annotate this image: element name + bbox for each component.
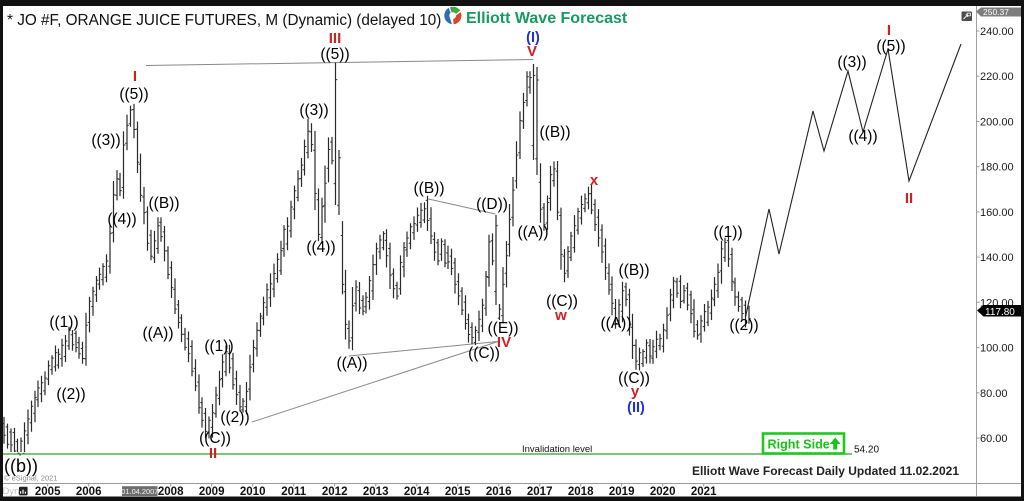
svg-text:2016: 2016 (486, 486, 512, 498)
svg-text:2013: 2013 (363, 486, 389, 498)
svg-text:((4)): ((4)) (306, 239, 335, 256)
svg-text:54.20: 54.20 (854, 445, 879, 456)
svg-text:((A)): ((A)) (601, 315, 632, 332)
svg-text:2015: 2015 (445, 486, 471, 498)
svg-text:III: III (329, 30, 342, 47)
svg-text:240.00: 240.00 (980, 26, 1014, 38)
svg-text:((5)): ((5)) (320, 46, 349, 63)
svg-text:V: V (527, 43, 537, 60)
svg-text:2018: 2018 (568, 486, 594, 498)
svg-text:((b)): ((b)) (4, 456, 38, 476)
svg-text:((3)): ((3)) (837, 54, 866, 71)
svg-text:180.00: 180.00 (980, 162, 1014, 174)
svg-text:((B)): ((B)) (540, 124, 571, 141)
svg-text:I: I (887, 22, 891, 39)
svg-text:((2)): ((2)) (729, 317, 758, 334)
svg-text:((5)): ((5)) (119, 86, 148, 103)
svg-text:01.04.2007: 01.04.2007 (121, 487, 158, 496)
svg-text:2012: 2012 (322, 486, 348, 498)
svg-text:140.00: 140.00 (980, 252, 1014, 264)
svg-text:2011: 2011 (281, 486, 307, 498)
svg-text:((4)): ((4)) (848, 128, 877, 145)
svg-text:((B)): ((B)) (149, 195, 180, 212)
svg-text:2019: 2019 (609, 486, 635, 498)
svg-text:(II): (II) (627, 400, 645, 416)
svg-text:2020: 2020 (650, 486, 676, 498)
svg-text:II: II (905, 190, 913, 207)
svg-text:2005: 2005 (35, 486, 61, 498)
svg-text:60.00: 60.00 (980, 433, 1008, 445)
svg-text:200.00: 200.00 (980, 116, 1014, 128)
svg-text:160.00: 160.00 (980, 207, 1014, 219)
svg-text:Elliott Wave Forecast Daily Up: Elliott Wave Forecast Daily Updated 11.0… (692, 464, 959, 478)
svg-text:((1)): ((1)) (204, 338, 233, 355)
svg-text:x: x (590, 172, 599, 189)
svg-text:((4)): ((4)) (107, 211, 136, 228)
svg-text:2014: 2014 (404, 486, 430, 498)
svg-text:2009: 2009 (199, 486, 225, 498)
svg-text:Dyn: Dyn (3, 486, 20, 497)
svg-text:* JO #F, ORANGE JUICE FUTURES,: * JO #F, ORANGE JUICE FUTURES, M (Dynami… (7, 12, 441, 29)
svg-text:((C)): ((C)) (618, 370, 650, 387)
svg-text:((D)): ((D)) (476, 196, 508, 213)
svg-text:((5)): ((5)) (876, 38, 905, 55)
svg-text:250.37: 250.37 (983, 7, 1009, 17)
svg-text:I: I (133, 68, 137, 85)
svg-text:((1)): ((1)) (49, 314, 78, 331)
svg-text:100.00: 100.00 (980, 343, 1014, 355)
svg-text:Invalidation level: Invalidation level (522, 444, 592, 455)
svg-text:((C)): ((C)) (546, 293, 578, 310)
svg-text:((B)): ((B)) (619, 262, 650, 279)
svg-text:Right Side: Right Side (768, 438, 830, 452)
svg-text:w: w (554, 307, 567, 324)
svg-text:(I): (I) (526, 30, 540, 46)
svg-text:((B)): ((B)) (414, 180, 445, 197)
svg-text:117.80: 117.80 (985, 307, 1015, 318)
svg-text:2017: 2017 (527, 486, 553, 498)
svg-text:((E)): ((E)) (488, 320, 519, 337)
svg-text:2021: 2021 (691, 486, 717, 498)
svg-text:y: y (631, 383, 640, 400)
svg-text:((3)): ((3)) (91, 132, 120, 149)
svg-text:((3)): ((3)) (299, 102, 328, 119)
svg-text:((C)): ((C)) (468, 345, 500, 362)
svg-text:((A)): ((A)) (143, 325, 174, 342)
svg-text:2008: 2008 (158, 486, 184, 498)
svg-text:80.00: 80.00 (980, 388, 1008, 400)
svg-text:Elliott Wave Forecast: Elliott Wave Forecast (466, 10, 628, 27)
svg-text:((A)): ((A)) (518, 224, 549, 241)
svg-text:2006: 2006 (76, 486, 102, 498)
svg-text:((1)): ((1)) (713, 224, 742, 241)
svg-text:((2)): ((2)) (56, 386, 85, 403)
svg-text:IV: IV (497, 334, 511, 351)
svg-text:220.00: 220.00 (980, 71, 1014, 83)
svg-text:((A)): ((A)) (337, 355, 368, 372)
svg-text:2010: 2010 (240, 486, 266, 498)
svg-text:II: II (209, 445, 217, 462)
svg-text:((2)): ((2)) (220, 409, 249, 426)
svg-text:© eSignal, 2021: © eSignal, 2021 (4, 474, 57, 483)
svg-text:((C)): ((C)) (199, 430, 231, 447)
